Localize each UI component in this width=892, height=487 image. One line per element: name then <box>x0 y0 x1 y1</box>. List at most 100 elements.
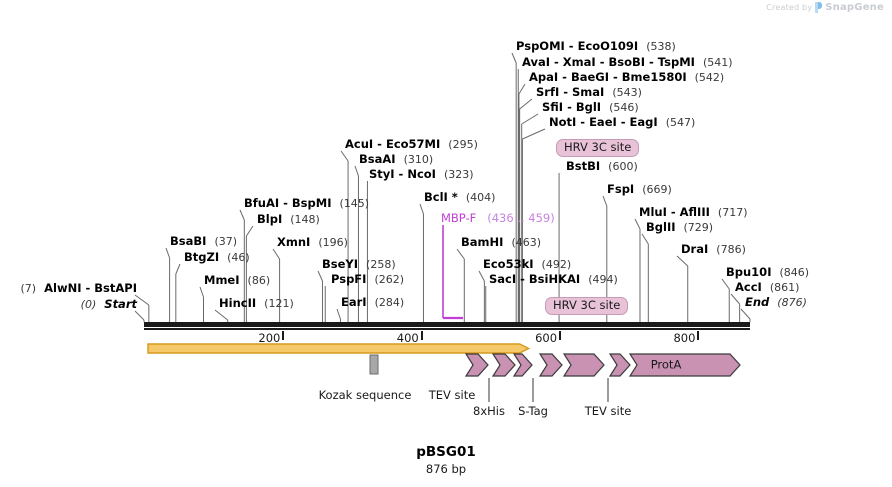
feature-arrow-8xhis[interactable] <box>491 353 516 377</box>
enzyme-position: (7) <box>20 282 37 295</box>
enzyme-names: Start <box>104 297 137 311</box>
enzyme-label-saci-bsihkai[interactable]: SacI - BsiHKAI (494) <box>489 272 618 286</box>
enzyme-names: BglII <box>646 220 676 234</box>
enzyme-label-eari[interactable]: EarI (284) <box>341 295 405 309</box>
enzyme-label-pspomi-ecoo109i[interactable]: PspOMI - EcoO109I (538) <box>516 40 676 53</box>
s-tag-label: S-Tag <box>518 404 548 418</box>
enzyme-label-bstbi[interactable]: BstBI (600) <box>566 160 638 173</box>
enzyme-label-fspi[interactable]: FspI (669) <box>607 182 672 196</box>
feature-kozak-box[interactable] <box>369 354 379 375</box>
enzyme-names: SacI - BsiHKAI <box>489 272 581 286</box>
enzyme-label-alwni-bstapi[interactable]: (7) AlwNI - BstAPI <box>20 281 137 295</box>
enzyme-label-sfii-bgli[interactable]: SfiI - BglI (546) <box>542 100 639 114</box>
enzyme-names: HincII <box>219 296 257 310</box>
enzyme-label-styi-ncoi[interactable]: StyI - NcoI (323) <box>369 168 474 181</box>
feature-badge-hrv-3c-top[interactable]: HRV 3C site <box>556 139 640 158</box>
feature-arrow-arrow-4[interactable] <box>538 353 563 377</box>
enzyme-position: (786) <box>716 243 746 256</box>
enzyme-names: AlwNI - BstAPI <box>44 281 137 295</box>
primer-label-mbp-f[interactable]: MBP-F (436 .. 459) <box>441 211 555 225</box>
primer-range: (436 .. 459) <box>487 211 555 225</box>
8xhis-label: 8xHis <box>473 404 505 418</box>
enzyme-label-bseyi[interactable]: BseYI (258) <box>322 258 396 271</box>
enzyme-label-xmni[interactable]: XmnI (196) <box>277 236 348 249</box>
enzyme-names: BlpI <box>257 212 283 226</box>
enzyme-label-blpi[interactable]: BlpI (148) <box>257 212 320 226</box>
enzyme-label-bsabi[interactable]: BsaBI (37) <box>170 234 237 248</box>
enzyme-label-srfi-smai[interactable]: SrfI - SmaI (543) <box>536 85 642 99</box>
enzyme-label-bglii[interactable]: BglII (729) <box>646 220 714 234</box>
enzyme-names: AccI <box>735 280 762 294</box>
enzyme-names: MmeI <box>204 273 240 287</box>
enzyme-label-bclii[interactable]: BclI * (404) <box>424 191 495 204</box>
feature-arrow-s-tag[interactable] <box>562 353 605 377</box>
enzyme-label-apai-baegi-bme1580i[interactable]: ApaI - BaeGI - Bme1580I (542) <box>529 70 725 84</box>
enzyme-position: (538) <box>646 40 676 53</box>
enzyme-position: (542) <box>694 71 725 84</box>
feature-badge-hrv-3c-bottom[interactable]: HRV 3C site <box>545 297 629 316</box>
backbone-line-shadow <box>144 328 750 330</box>
feature-arrow-tev-site-2[interactable] <box>608 353 631 377</box>
watermark-prefix: Created by <box>766 3 813 12</box>
enzyme-label-noti-eaei-eagi[interactable]: NotI - EaeI - EagI (547) <box>549 115 695 129</box>
enzyme-position: (323) <box>443 168 474 181</box>
feature-arrow-tev-site-1[interactable] <box>464 353 489 377</box>
enzyme-position: (295) <box>448 138 478 151</box>
enzyme-label-hincii[interactable]: HincII (121) <box>219 296 294 310</box>
plasmid-name: pBSG01 <box>416 444 476 460</box>
enzyme-label-eco53ki[interactable]: Eco53kI (492) <box>483 257 571 271</box>
enzyme-names: SrfI - SmaI <box>536 85 605 99</box>
enzyme-position: (541) <box>702 56 733 69</box>
enzyme-label-end[interactable]: End (876) <box>745 296 807 309</box>
enzyme-label-drai[interactable]: DraI (786) <box>681 242 746 256</box>
enzyme-position: (145) <box>339 197 370 210</box>
enzyme-names: SfiI - BglI <box>542 100 602 114</box>
enzyme-position: (0) <box>80 298 97 311</box>
enzyme-label-bfuai-bspmi[interactable]: BfuAI - BspMI (145) <box>244 196 370 210</box>
enzyme-label-bpu10i[interactable]: Bpu10I (846) <box>726 265 809 279</box>
enzyme-position: (543) <box>612 86 642 99</box>
enzyme-position: (121) <box>264 297 294 310</box>
enzyme-names: ApaI - BaeGI - Bme1580I <box>529 70 687 84</box>
enzyme-names: NotI - EaeI - EagI <box>549 115 658 129</box>
ruler-tick-mark-800 <box>697 331 700 340</box>
enzyme-position: (463) <box>511 236 542 249</box>
enzyme-label-acci[interactable]: AccI (861) <box>735 280 799 294</box>
feature-arrow-arrow-3[interactable] <box>512 353 533 377</box>
enzyme-label-bsaai[interactable]: BsaAI (310) <box>359 153 433 166</box>
ruler-tick-label-800: 800 <box>673 331 696 345</box>
enzyme-names: BsaBI <box>170 234 207 248</box>
enzyme-label-acui-eco57mi[interactable]: AcuI - Eco57MI (295) <box>345 138 478 151</box>
enzyme-position: (284) <box>374 296 405 309</box>
enzyme-label-btgzi[interactable]: BtgZI (46) <box>184 250 250 264</box>
feature-arrow-prota[interactable] <box>628 353 741 377</box>
enzyme-label-bamhi[interactable]: BamHI (463) <box>461 235 542 249</box>
enzyme-position: (600) <box>608 160 638 173</box>
enzyme-label-mlui-afliii[interactable]: MluI - AflIII (717) <box>639 205 748 219</box>
enzyme-names: MluI - AflIII <box>639 205 710 219</box>
enzyme-label-pspfi[interactable]: PspFI (262) <box>331 272 404 286</box>
tev-site-1-label: TEV site <box>428 388 476 402</box>
enzyme-names: BfuAI - BspMI <box>244 196 332 210</box>
enzyme-names: BamHI <box>461 235 504 249</box>
enzyme-label-mmei[interactable]: MmeI (86) <box>204 273 270 287</box>
feature-orf-arrow[interactable] <box>147 343 531 354</box>
enzyme-names: BtgZI <box>184 250 220 264</box>
enzyme-position: (729) <box>683 221 714 234</box>
enzyme-names: Bpu10I <box>726 265 772 279</box>
ruler-tick-mark-200 <box>282 331 285 340</box>
enzyme-label-avai-xmai-bsobi-tspmi[interactable]: AvaI - XmaI - BsoBI - TspMI (541) <box>522 56 733 69</box>
enzyme-position: (717) <box>717 206 748 219</box>
enzyme-label-start[interactable]: (0) Start <box>80 297 137 311</box>
enzyme-names: DraI <box>681 242 709 256</box>
enzyme-names: FspI <box>607 182 635 196</box>
enzyme-position: (669) <box>642 183 672 196</box>
enzyme-names: Eco53kI <box>483 257 534 271</box>
enzyme-position: (258) <box>366 258 396 271</box>
enzyme-names: PspFI <box>331 272 367 286</box>
enzyme-names: EarI <box>341 295 367 309</box>
ruler-tick-mark-400 <box>420 331 423 340</box>
